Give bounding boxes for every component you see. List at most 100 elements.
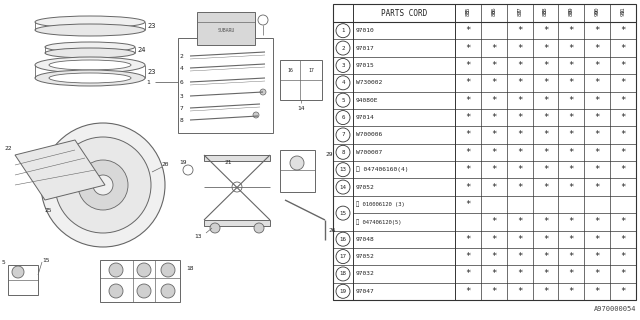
Text: *: * bbox=[517, 78, 522, 87]
Text: 21: 21 bbox=[224, 159, 232, 164]
Text: 91: 91 bbox=[621, 6, 625, 13]
Text: *: * bbox=[543, 252, 548, 261]
Text: *: * bbox=[569, 131, 574, 140]
Text: 2: 2 bbox=[179, 54, 183, 60]
Circle shape bbox=[336, 250, 350, 264]
Text: *: * bbox=[620, 287, 626, 296]
Text: *: * bbox=[465, 200, 470, 209]
Text: 13: 13 bbox=[195, 234, 202, 238]
Bar bbox=[100, 260, 180, 302]
Text: *: * bbox=[620, 217, 626, 226]
Text: 88: 88 bbox=[543, 10, 548, 17]
Ellipse shape bbox=[35, 70, 145, 86]
Text: *: * bbox=[517, 269, 522, 278]
Text: *: * bbox=[465, 78, 470, 87]
Circle shape bbox=[290, 156, 304, 170]
Text: *: * bbox=[517, 217, 522, 226]
Text: *: * bbox=[543, 269, 548, 278]
Circle shape bbox=[336, 128, 350, 142]
Text: *: * bbox=[595, 165, 600, 174]
Text: *: * bbox=[595, 26, 600, 35]
Text: 15: 15 bbox=[339, 211, 346, 216]
Ellipse shape bbox=[45, 48, 135, 58]
Text: *: * bbox=[620, 61, 626, 70]
Text: 8: 8 bbox=[179, 117, 183, 123]
Text: 23: 23 bbox=[148, 69, 156, 75]
Text: 23: 23 bbox=[148, 23, 156, 29]
Text: *: * bbox=[620, 131, 626, 140]
Text: *: * bbox=[620, 165, 626, 174]
Text: 22: 22 bbox=[4, 146, 12, 150]
Text: W700007: W700007 bbox=[356, 150, 382, 155]
Text: *: * bbox=[543, 217, 548, 226]
Text: 97047: 97047 bbox=[356, 289, 375, 294]
Text: 5: 5 bbox=[341, 98, 345, 103]
Text: *: * bbox=[465, 148, 470, 157]
Text: *: * bbox=[569, 148, 574, 157]
Text: *: * bbox=[517, 44, 522, 52]
Text: *: * bbox=[543, 287, 548, 296]
Text: *: * bbox=[595, 96, 600, 105]
Text: 29: 29 bbox=[325, 153, 333, 157]
Text: 25: 25 bbox=[44, 207, 52, 212]
Circle shape bbox=[161, 263, 175, 277]
Ellipse shape bbox=[49, 60, 131, 70]
Text: *: * bbox=[517, 165, 522, 174]
Text: *: * bbox=[517, 113, 522, 122]
Text: *: * bbox=[491, 217, 497, 226]
Text: *: * bbox=[491, 96, 497, 105]
Bar bbox=[197, 12, 255, 45]
Text: *: * bbox=[491, 287, 497, 296]
Circle shape bbox=[258, 15, 268, 25]
Text: *: * bbox=[543, 113, 548, 122]
Circle shape bbox=[336, 59, 350, 72]
Circle shape bbox=[336, 163, 350, 177]
Text: *: * bbox=[620, 148, 626, 157]
Text: W700006: W700006 bbox=[356, 132, 382, 137]
Text: *: * bbox=[569, 113, 574, 122]
Circle shape bbox=[336, 284, 350, 298]
Text: *: * bbox=[569, 44, 574, 52]
Text: *: * bbox=[543, 148, 548, 157]
Circle shape bbox=[336, 76, 350, 90]
Text: *: * bbox=[491, 113, 497, 122]
Text: *: * bbox=[465, 44, 470, 52]
Text: *: * bbox=[569, 217, 574, 226]
Bar bbox=[8, 265, 38, 295]
Text: *: * bbox=[595, 148, 600, 157]
Text: *: * bbox=[491, 61, 497, 70]
Text: *: * bbox=[595, 183, 600, 192]
Circle shape bbox=[254, 223, 264, 233]
Circle shape bbox=[336, 145, 350, 159]
Text: 94080E: 94080E bbox=[356, 98, 378, 103]
Text: *: * bbox=[620, 235, 626, 244]
Ellipse shape bbox=[35, 24, 145, 36]
Text: *: * bbox=[620, 78, 626, 87]
Text: 97052: 97052 bbox=[356, 185, 375, 189]
Text: *: * bbox=[543, 165, 548, 174]
Text: *: * bbox=[569, 287, 574, 296]
Text: *: * bbox=[517, 148, 522, 157]
Text: *: * bbox=[543, 183, 548, 192]
Text: *: * bbox=[517, 26, 522, 35]
Text: *: * bbox=[620, 183, 626, 192]
Text: 16: 16 bbox=[287, 68, 293, 73]
Text: 18: 18 bbox=[339, 271, 346, 276]
Circle shape bbox=[232, 182, 242, 192]
Circle shape bbox=[41, 123, 165, 247]
Text: 2: 2 bbox=[341, 45, 345, 51]
Bar bbox=[204, 155, 270, 161]
Text: *: * bbox=[543, 131, 548, 140]
Text: 17: 17 bbox=[339, 254, 346, 259]
Text: 97014: 97014 bbox=[356, 115, 375, 120]
Text: 90: 90 bbox=[595, 6, 600, 13]
Text: 97032: 97032 bbox=[356, 271, 375, 276]
Text: *: * bbox=[517, 96, 522, 105]
Circle shape bbox=[109, 284, 123, 298]
Text: *: * bbox=[595, 113, 600, 122]
Text: *: * bbox=[465, 26, 470, 35]
Text: 6: 6 bbox=[179, 79, 183, 84]
Text: 3: 3 bbox=[179, 93, 183, 99]
Text: *: * bbox=[620, 113, 626, 122]
Bar bbox=[280, 60, 322, 100]
